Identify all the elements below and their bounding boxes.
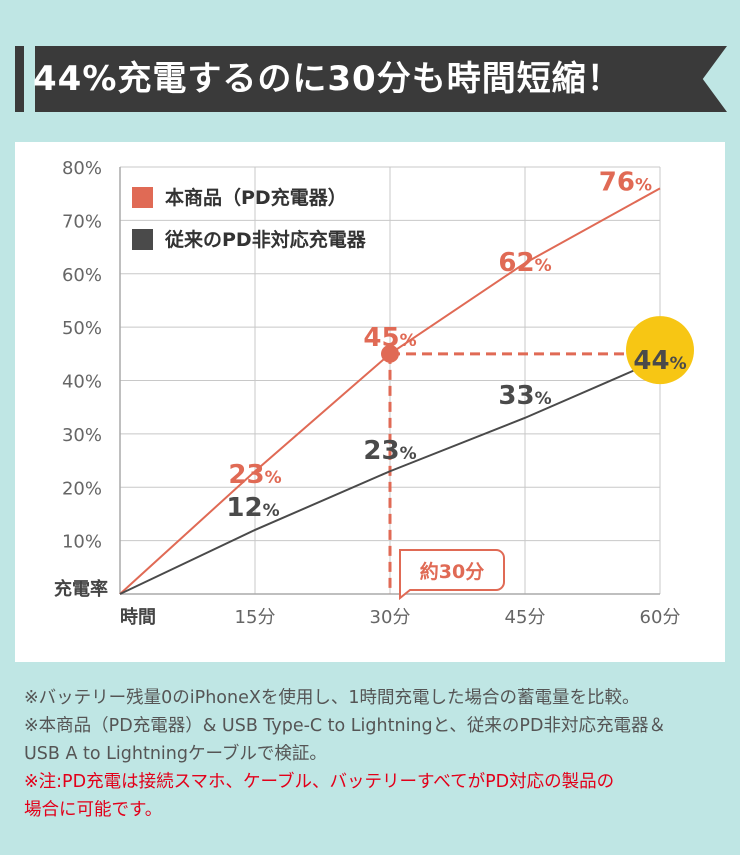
chart-panel: 10% 20% 30% 40% 50% 60% 70% 80% 時間 15分 30分 45分 60分 充電…: [15, 142, 725, 662]
percent-sign: %: [263, 501, 280, 521]
y-tick-label: 50%: [62, 318, 102, 339]
y-tick-label: 10%: [62, 532, 102, 553]
x-tick-label: 15分: [235, 607, 276, 628]
y-tick-label: 30%: [62, 425, 102, 446]
data-label-pd-charger: 23%: [228, 460, 281, 490]
charging-rate-chart: 10% 20% 30% 40% 50% 60% 70% 80% 時間 15分 30分 45分 60分 充電…: [54, 158, 694, 628]
banner-accent-bar: [15, 46, 24, 112]
banner-background: [35, 46, 727, 112]
percent-sign: %: [400, 331, 417, 351]
callout-box: [399, 549, 505, 601]
data-label-conventional-charger: 12%: [226, 493, 279, 523]
footnotes: ※バッテリー残量0のiPhoneXを使用し、1時間充電した場合の蓄電量を比較。 …: [24, 684, 724, 824]
headline-banner: 44%充電するのに30分も時間短縮！: [15, 46, 727, 112]
callout-label: 約30分: [420, 560, 484, 583]
x-tick-label: 60分: [640, 607, 681, 628]
warning-note-1: ※注:PD充電は接続スマホ、ケーブル、バッテリーすべてがPD対応の製品の: [24, 772, 615, 792]
percent-sign: %: [535, 256, 552, 276]
y-tick-label: 40%: [62, 372, 102, 393]
legend-swatch: [132, 187, 153, 208]
legend-label: 本商品（PD充電器）: [165, 186, 347, 209]
percent-sign: %: [400, 444, 417, 464]
y-tick-label: 20%: [62, 478, 102, 499]
percent-sign: %: [265, 468, 282, 488]
x-tick-label: 45分: [505, 607, 546, 628]
headline-title: 44%充電するのに30分も時間短縮！: [33, 59, 622, 99]
final-value-badge: [626, 316, 694, 385]
footnote-3: USB A to Lightningケーブルで検証。: [24, 744, 327, 764]
percent-sign: %: [670, 354, 687, 374]
footnote-2: ※本商品（PD充電器）& USB Type-C to Lightningと、従来…: [24, 716, 666, 736]
percent-sign: %: [535, 389, 552, 409]
legend-swatch: [132, 229, 153, 250]
y-tick-label: 70%: [62, 211, 102, 232]
y-axis-label: 充電率: [54, 578, 108, 600]
legend-label: 従来のPD非対応充電器: [164, 228, 367, 251]
series-line-conventional-charger: [119, 358, 661, 595]
data-label-pd-charger: 76%: [599, 167, 652, 197]
x-tick-label: 30分: [370, 607, 411, 628]
data-label-conventional-charger: 23%: [363, 436, 416, 466]
percent-sign: %: [635, 175, 652, 195]
y-tick-label: 60%: [62, 265, 102, 286]
x-tick-label: 時間: [120, 607, 156, 628]
y-tick-label: 80%: [62, 158, 102, 179]
highlight-point: [381, 344, 399, 363]
data-label-conventional-charger: 33%: [498, 381, 551, 411]
footnote-1: ※バッテリー残量0のiPhoneXを使用し、1時間充電した場合の蓄電量を比較。: [24, 688, 640, 708]
warning-note-2: 場合に可能です。: [24, 800, 163, 820]
